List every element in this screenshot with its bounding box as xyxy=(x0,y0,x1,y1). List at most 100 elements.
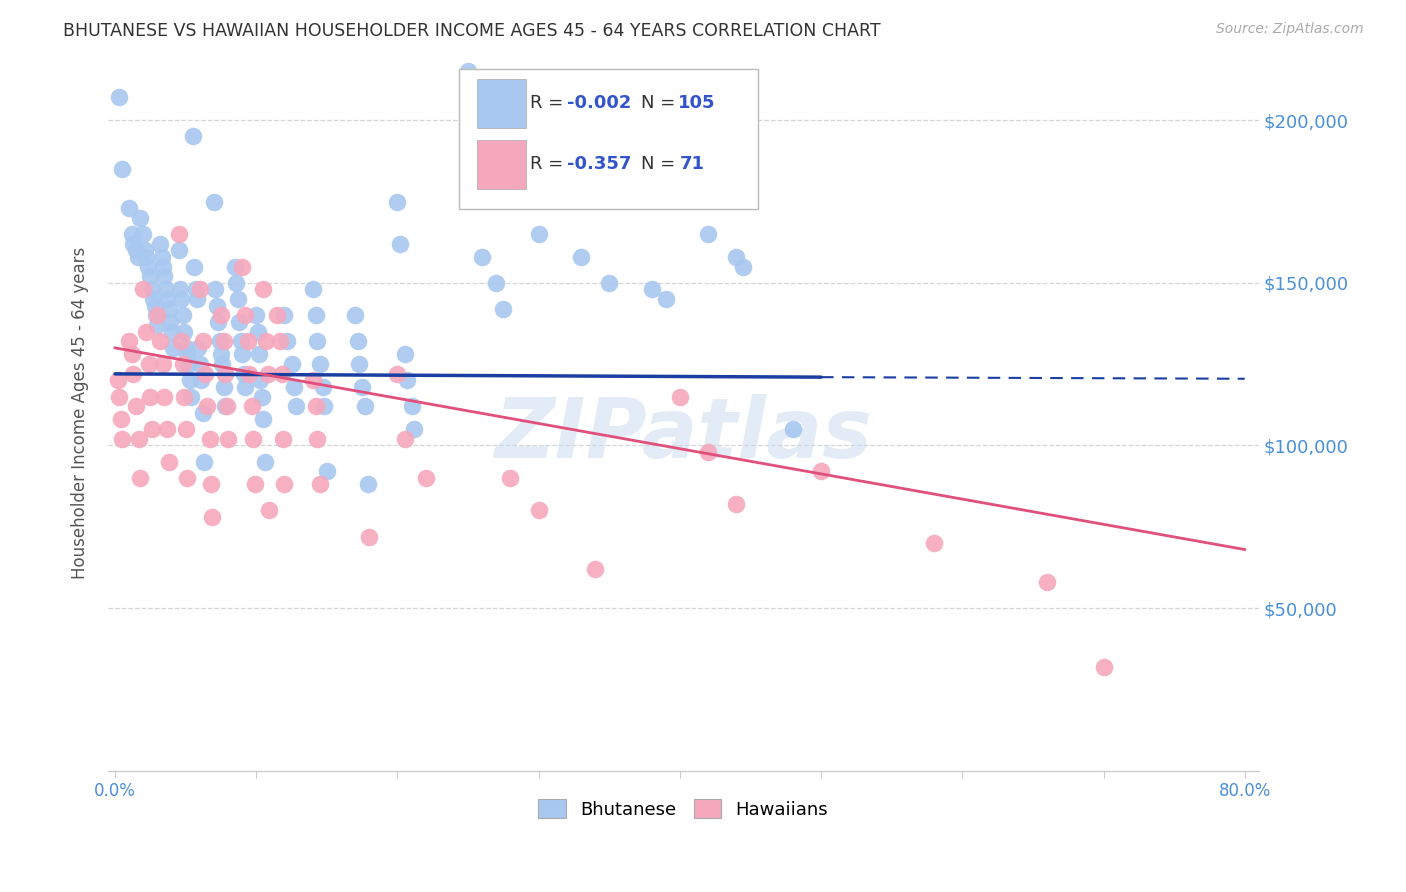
Point xyxy=(156,292,179,306)
Point xyxy=(782,422,804,436)
Point xyxy=(125,244,148,258)
Point xyxy=(187,341,209,355)
Point xyxy=(146,309,169,323)
Text: R =: R = xyxy=(530,155,569,173)
Point xyxy=(273,477,295,491)
Point xyxy=(157,301,180,316)
Point xyxy=(301,373,323,387)
Point xyxy=(162,341,184,355)
Point xyxy=(214,400,236,414)
FancyBboxPatch shape xyxy=(478,78,526,128)
Point xyxy=(389,236,412,251)
Point xyxy=(183,260,205,274)
Point xyxy=(304,400,326,414)
Point xyxy=(305,432,328,446)
Point xyxy=(280,357,302,371)
Point xyxy=(238,367,260,381)
Y-axis label: Householder Income Ages 45 - 64 years: Householder Income Ages 45 - 64 years xyxy=(72,247,89,579)
Point xyxy=(160,325,183,339)
Point xyxy=(253,455,276,469)
Point xyxy=(211,357,233,371)
FancyBboxPatch shape xyxy=(478,139,526,189)
Point xyxy=(108,390,131,404)
Point xyxy=(583,562,606,576)
Point xyxy=(242,432,264,446)
Point xyxy=(257,503,280,517)
Point xyxy=(415,471,437,485)
Point xyxy=(212,380,235,394)
Point xyxy=(179,373,201,387)
Point xyxy=(141,422,163,436)
Point xyxy=(311,380,333,394)
Point xyxy=(273,309,295,323)
Point xyxy=(122,367,145,381)
Legend: Bhutanese, Hawaiians: Bhutanese, Hawaiians xyxy=(531,792,835,826)
Point xyxy=(134,244,156,258)
Point xyxy=(725,497,748,511)
Text: R =: R = xyxy=(530,94,569,112)
Point xyxy=(186,292,208,306)
Point xyxy=(236,334,259,349)
Point xyxy=(283,380,305,394)
Point xyxy=(252,282,274,296)
Point xyxy=(217,432,239,446)
Point xyxy=(725,250,748,264)
Text: -0.357: -0.357 xyxy=(567,155,631,173)
Point xyxy=(247,347,270,361)
Point xyxy=(269,334,291,349)
Point xyxy=(266,309,288,323)
Point xyxy=(669,390,692,404)
Point xyxy=(136,260,159,274)
Point xyxy=(173,390,195,404)
Point xyxy=(107,373,129,387)
Text: N =: N = xyxy=(641,155,681,173)
Point xyxy=(174,422,197,436)
Point xyxy=(401,400,423,414)
Point xyxy=(228,315,250,329)
Point xyxy=(404,422,426,436)
Point xyxy=(194,367,217,381)
Point xyxy=(153,390,176,404)
Point xyxy=(111,432,134,446)
Point xyxy=(245,309,267,323)
Point xyxy=(172,357,194,371)
Point xyxy=(139,390,162,404)
Point xyxy=(270,367,292,381)
Point xyxy=(153,269,176,284)
Point xyxy=(527,227,550,241)
Point xyxy=(195,400,218,414)
Point xyxy=(308,477,330,491)
Point xyxy=(312,400,335,414)
Point xyxy=(184,282,207,296)
Point xyxy=(243,477,266,491)
Point xyxy=(191,334,214,349)
Point xyxy=(640,282,662,296)
Text: 105: 105 xyxy=(678,94,716,112)
Point xyxy=(271,432,294,446)
Point xyxy=(142,292,165,306)
Point xyxy=(129,211,152,225)
Point xyxy=(250,390,273,404)
Point xyxy=(733,260,755,274)
Point xyxy=(198,432,221,446)
Point xyxy=(205,299,228,313)
Point xyxy=(118,334,141,349)
Point xyxy=(232,367,254,381)
Point xyxy=(127,250,149,264)
Point xyxy=(146,318,169,332)
Point xyxy=(202,194,225,209)
Text: 71: 71 xyxy=(681,155,704,173)
Point xyxy=(387,367,409,381)
Point xyxy=(121,227,143,241)
Point xyxy=(149,236,172,251)
Point xyxy=(167,227,190,241)
Text: Source: ZipAtlas.com: Source: ZipAtlas.com xyxy=(1216,22,1364,37)
Text: ZIPatlas: ZIPatlas xyxy=(495,394,872,475)
Point xyxy=(233,309,256,323)
Point xyxy=(139,269,162,284)
Point xyxy=(170,334,193,349)
Point xyxy=(246,325,269,339)
Point xyxy=(138,357,160,371)
Point xyxy=(492,301,515,316)
Point xyxy=(471,250,494,264)
